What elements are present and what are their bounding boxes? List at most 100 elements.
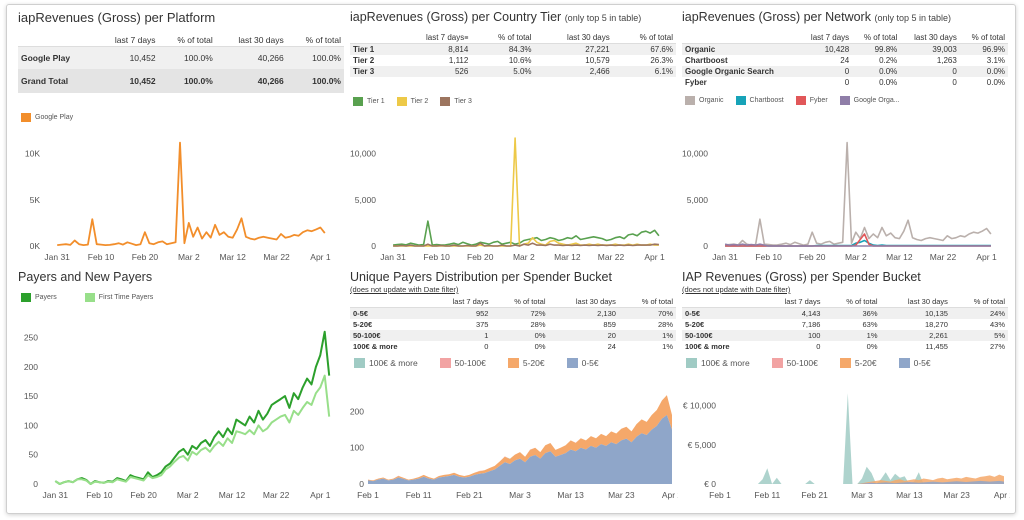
table-row: 5-20€ 7,186 63% 18,270 43% bbox=[682, 319, 1008, 330]
column-header[interactable]: last 7 days bbox=[427, 296, 492, 308]
cell-value: 11,455 bbox=[925, 342, 948, 351]
series-area[interactable] bbox=[368, 395, 672, 482]
cell-value: 0.0% bbox=[959, 66, 1008, 77]
cell-value: 0 bbox=[900, 66, 960, 77]
column-header[interactable]: last 30 days bbox=[880, 296, 951, 308]
column-header[interactable] bbox=[682, 32, 799, 44]
row-label: Tier 1 bbox=[350, 43, 394, 55]
column-header[interactable]: % of total bbox=[471, 32, 535, 44]
cell-value: 63% bbox=[862, 320, 878, 329]
filter-note[interactable]: (does not update with Date filter) bbox=[682, 285, 791, 294]
tier-chart: 0 5,000 10,000 Jan 31 Feb 10 Feb 20 Mar 2 Mar 1… bbox=[350, 137, 665, 262]
column-header[interactable] bbox=[18, 34, 95, 47]
series-line[interactable] bbox=[54, 374, 331, 485]
legend-item[interactable]: Google Play bbox=[21, 113, 73, 122]
legend-swatch bbox=[685, 96, 695, 105]
sort-descending-icon[interactable]: ≡ bbox=[464, 35, 469, 42]
column-header[interactable] bbox=[350, 296, 428, 308]
x-tick-label: Mar 23 bbox=[943, 490, 970, 500]
y-tick-label: 0K bbox=[30, 241, 41, 251]
cell-value: 0 bbox=[798, 66, 853, 77]
tier-legend: Tier 1 Tier 2 Tier 3 bbox=[353, 97, 676, 106]
legend-item[interactable]: 5-20€ bbox=[839, 358, 877, 368]
legend-label: Fyber bbox=[809, 97, 828, 104]
cell-value: 8,814 bbox=[393, 43, 472, 55]
platform-table: last 7 days% of total last 30 days% of to… bbox=[18, 34, 344, 93]
iapbucket-legend: 100€ & more 50-100€ 5-20€ 0-5€ bbox=[686, 358, 1008, 368]
legend-swatch bbox=[440, 97, 451, 106]
column-header[interactable]: % of total bbox=[491, 296, 549, 308]
column-header[interactable]: last 7 days bbox=[759, 296, 824, 308]
column-header[interactable]: % of total bbox=[959, 32, 1008, 44]
legend-item[interactable]: 5-20€ bbox=[507, 358, 545, 368]
legend-swatch bbox=[795, 96, 806, 105]
x-tick-label: Apr 1 bbox=[310, 252, 331, 262]
cell-value: 7,186 bbox=[801, 320, 821, 329]
legend-item[interactable]: Chartboost bbox=[735, 96, 784, 105]
series-line[interactable] bbox=[393, 242, 659, 247]
legend-item[interactable]: 100€ & more bbox=[686, 358, 750, 368]
column-header[interactable]: % of total bbox=[618, 296, 676, 308]
column-header[interactable]: % of total bbox=[158, 34, 216, 47]
table-row: 0-5€ 952 72% 2,130 70% bbox=[350, 307, 676, 319]
series-line[interactable] bbox=[393, 137, 659, 247]
series-area[interactable] bbox=[720, 393, 1004, 484]
column-header[interactable]: % of total bbox=[852, 32, 901, 44]
legend-item[interactable]: 50-100€ bbox=[771, 358, 818, 368]
legend-item[interactable]: Tier 2 bbox=[396, 97, 429, 106]
legend-label: Tier 2 bbox=[410, 98, 429, 105]
column-header[interactable]: % of total bbox=[950, 296, 1008, 308]
column-header[interactable]: % of total bbox=[286, 34, 344, 47]
legend-item[interactable]: 0-5€ bbox=[898, 358, 931, 368]
series-line[interactable] bbox=[54, 330, 331, 485]
legend-item[interactable]: 100€ & more bbox=[354, 358, 418, 368]
y-tick-label: 250 bbox=[24, 333, 38, 343]
series-line[interactable] bbox=[393, 220, 660, 246]
legend-item[interactable]: Payers bbox=[21, 293, 57, 302]
legend-item[interactable]: Fyber bbox=[795, 96, 828, 105]
y-tick-label: 200 bbox=[24, 362, 38, 372]
filter-note[interactable]: (does not update with Date filter) bbox=[350, 285, 459, 294]
tier-table: last 7 days≡% of total last 30 days% of t… bbox=[350, 32, 676, 77]
column-header[interactable]: last 7 days bbox=[798, 32, 853, 44]
cell-value: 27% bbox=[989, 342, 1005, 351]
column-header[interactable]: last 30 days bbox=[534, 32, 613, 44]
cell-value: 100.0% bbox=[286, 69, 344, 93]
payers-chart: 0 50 100 150 200 250 Jan 31 Feb 10 Feb 20 Mar 2 Ma… bbox=[24, 330, 331, 500]
column-header[interactable]: last 30 days bbox=[900, 32, 960, 44]
legend-item[interactable]: Tier 3 bbox=[440, 97, 472, 106]
column-header[interactable]: % of total bbox=[612, 32, 676, 44]
cell-value: 27,221 bbox=[534, 43, 613, 55]
cell-value: 1% bbox=[823, 330, 881, 341]
legend-item[interactable]: Organic bbox=[685, 96, 724, 105]
panel-title: Payers and New Payers bbox=[18, 270, 153, 284]
series-line[interactable] bbox=[57, 141, 326, 246]
cell-value: 375 bbox=[475, 320, 489, 329]
legend-item[interactable]: Google Orga... bbox=[839, 96, 900, 105]
legend-label: 100€ & more bbox=[369, 358, 418, 368]
series-area[interactable] bbox=[720, 480, 1004, 484]
legend-item[interactable]: Tier 1 bbox=[353, 97, 385, 106]
column-header[interactable]: last 7 days≡ bbox=[393, 32, 472, 44]
column-header[interactable]: last 7 days bbox=[94, 34, 159, 47]
column-header[interactable] bbox=[350, 32, 394, 44]
x-tick-label: Mar 12 bbox=[554, 252, 581, 262]
x-tick-label: Mar 2 bbox=[177, 490, 199, 500]
column-header[interactable]: last 30 days bbox=[548, 296, 619, 308]
legend-item[interactable]: 0-5€ bbox=[566, 358, 599, 368]
cell-value: 72% bbox=[491, 307, 549, 319]
series-line[interactable] bbox=[724, 243, 991, 247]
series-area[interactable] bbox=[368, 415, 672, 484]
unique-table: last 7 days% of total last 30 days% of to… bbox=[350, 296, 676, 352]
legend-item[interactable]: 50-100€ bbox=[439, 358, 486, 368]
cell-value: 10,452 bbox=[94, 46, 159, 69]
x-tick-label: Mar 22 bbox=[263, 252, 290, 262]
column-header[interactable]: last 30 days bbox=[215, 34, 287, 47]
legend-item[interactable]: First Time Payers bbox=[84, 293, 153, 302]
x-tick-label: Mar 2 bbox=[845, 252, 867, 262]
legend-swatch bbox=[507, 358, 519, 368]
series-line[interactable] bbox=[725, 141, 992, 246]
column-header[interactable] bbox=[682, 296, 760, 308]
column-header[interactable]: % of total bbox=[823, 296, 881, 308]
row-label: Fyber bbox=[685, 78, 707, 87]
